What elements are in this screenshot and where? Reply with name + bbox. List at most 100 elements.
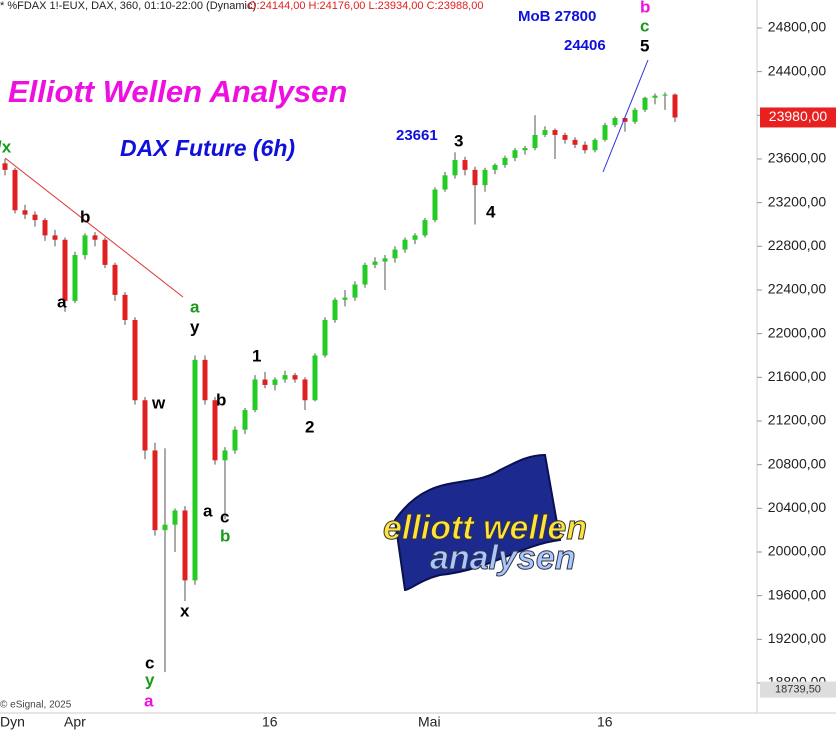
y-tick-label: 19600,00 <box>768 586 827 602</box>
y-tick-label: 24400,00 <box>768 62 827 78</box>
header-values: O:24144,00 H:24176,00 L:23934,00 C:23988… <box>248 0 483 12</box>
low-marker-box <box>760 681 836 698</box>
wave-label: y <box>145 670 155 689</box>
y-tick-label: 20000,00 <box>768 543 827 559</box>
candle-body <box>72 255 78 301</box>
y-tick-label: 23200,00 <box>768 193 827 209</box>
candle-body <box>332 299 338 320</box>
wave-label: a <box>57 292 67 311</box>
candle-body <box>602 125 608 140</box>
y-tick-label: 23600,00 <box>768 150 827 166</box>
candle-body <box>322 319 328 356</box>
logo-text: elliott wellen <box>383 509 587 547</box>
candle-body <box>352 284 358 298</box>
wave-label: b <box>80 207 90 226</box>
candle-body <box>52 235 58 240</box>
candle-body <box>402 239 408 250</box>
candle-body <box>522 148 528 151</box>
y-tick-label: 24800,00 <box>768 19 827 35</box>
candle-body <box>472 169 478 186</box>
last-price-box <box>760 107 836 128</box>
candle-body <box>112 264 118 295</box>
candle-body <box>392 249 398 259</box>
logo: elliott wellen analysen <box>383 453 588 592</box>
candle-body <box>452 160 458 176</box>
x-tick-label: Dyn <box>0 714 25 730</box>
wave-label: a <box>203 501 213 520</box>
candle-body <box>632 109 638 122</box>
logo-text: analysen <box>430 539 576 577</box>
candle-body <box>252 379 258 411</box>
y-tick-label: 21200,00 <box>768 412 827 428</box>
y-tick-label: 20800,00 <box>768 455 827 471</box>
candle-body <box>512 150 518 158</box>
subtitle: DAX Future (6h) <box>120 135 295 161</box>
wave-label: MoB 27800 <box>518 8 596 25</box>
candle-body <box>652 95 658 98</box>
title: Elliott Wellen Analysen <box>8 74 347 109</box>
wave-label: c <box>220 507 229 526</box>
candle-body <box>272 379 278 385</box>
candle-body <box>192 359 198 581</box>
candle-body <box>672 94 678 118</box>
wave-label: c <box>145 653 154 672</box>
low-marker-label: 18739,50 <box>775 684 821 696</box>
trend-line <box>4 157 184 298</box>
wave-label: a <box>190 297 200 316</box>
candle-body <box>502 157 508 165</box>
candle-body <box>102 239 108 265</box>
y-tick-label: 22000,00 <box>768 324 827 340</box>
candle-body <box>232 429 238 451</box>
candles <box>2 92 678 673</box>
candle-body <box>292 375 298 380</box>
candle-body <box>622 118 628 122</box>
candle-body <box>302 379 308 401</box>
candle-body <box>122 294 128 320</box>
candle-body <box>582 144 588 151</box>
candle-body <box>662 94 668 96</box>
candle-body <box>592 139 598 151</box>
candle-body <box>412 235 418 240</box>
candle-body <box>82 235 88 256</box>
x-tick-label: Apr <box>64 714 86 730</box>
y-tick-label: 22800,00 <box>768 237 827 253</box>
price-markers: 23980,00 18739,50 <box>760 107 836 698</box>
wave-label: a <box>144 691 154 710</box>
candle-body <box>182 510 188 581</box>
candle-body <box>22 210 28 215</box>
wave-label: 23661 <box>396 127 438 144</box>
wave-label: w <box>151 393 166 412</box>
candle-body <box>362 264 368 285</box>
wave-label: x <box>180 601 190 620</box>
wave-label: 2 <box>305 417 314 436</box>
candle-body <box>422 220 428 236</box>
x-tick-label: Mai <box>418 714 441 730</box>
candle-body <box>542 130 548 135</box>
candle-body <box>152 450 158 531</box>
candle-body <box>42 220 48 236</box>
candle-body <box>92 235 98 240</box>
candle-body <box>262 379 268 385</box>
wave-label: b <box>216 390 226 409</box>
candle-body <box>342 297 348 300</box>
y-tick-label: 19200,00 <box>768 630 827 646</box>
wave-label: 24406 <box>564 37 606 54</box>
wave-label: 4 <box>486 202 496 221</box>
y-tick-label: 21600,00 <box>768 368 827 384</box>
candle-body <box>212 400 218 461</box>
trend-line <box>602 59 649 173</box>
wave-label: b <box>220 526 230 545</box>
candle-body <box>532 134 538 149</box>
last-price-label: 23980,00 <box>769 108 828 124</box>
candle-body <box>32 214 38 221</box>
wave-label: y <box>190 317 200 336</box>
candle-body <box>642 97 648 110</box>
candle-body <box>612 118 618 126</box>
x-tick-label: 16 <box>597 714 613 730</box>
candle-body <box>222 450 228 461</box>
candle-body <box>432 189 438 221</box>
x-tick-label: 16 <box>262 714 278 730</box>
candle-body <box>552 130 558 135</box>
